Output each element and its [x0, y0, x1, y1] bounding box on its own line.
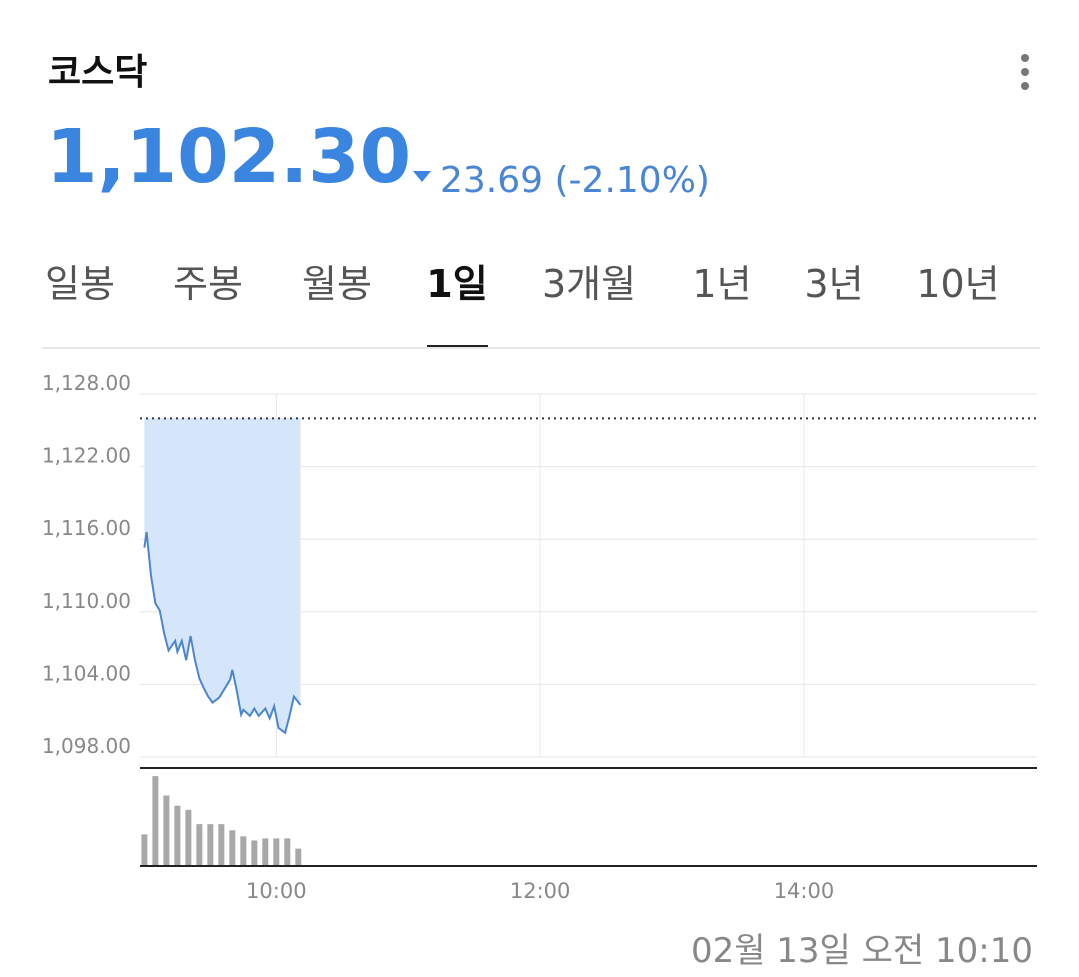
volume-bar: [262, 838, 269, 865]
menu-dot[interactable]: [1021, 82, 1029, 90]
y-tick-label: 1,116.00: [42, 516, 131, 540]
tab[interactable]: 1년: [692, 262, 751, 306]
tab[interactable]: 일봉: [45, 262, 115, 306]
y-tick-label: 1,104.00: [42, 661, 131, 685]
timestamp: 02월 13일 오전 10:10: [691, 931, 1033, 971]
y-tick-label: 1,110.00: [42, 589, 131, 613]
volume-bar: [251, 840, 258, 865]
menu-dot[interactable]: [1021, 54, 1029, 62]
volume-bar: [218, 824, 225, 865]
x-tick-label: 10:00: [246, 879, 307, 903]
tab[interactable]: 3개월: [542, 262, 636, 306]
volume-bar: [229, 830, 236, 865]
tab[interactable]: 3년: [804, 262, 863, 306]
volume-bar: [295, 848, 302, 865]
price-change: 23.69 (-2.10%): [440, 160, 710, 201]
index-title: 코스닥: [48, 52, 147, 93]
x-tick-label: 12:00: [510, 879, 571, 903]
area: [144, 418, 301, 733]
tab[interactable]: 월봉: [302, 262, 372, 306]
tabs: 일봉 주봉 월봉 1일 3개월 1년 3년 10년: [45, 262, 1000, 348]
x-tick-label: 14:00: [774, 879, 835, 903]
menu-dot[interactable]: [1021, 68, 1029, 76]
y-tick-label: 1,122.00: [42, 444, 131, 468]
volume-bar: [141, 834, 148, 865]
y-tick-label: 1,128.00: [42, 371, 131, 395]
volume-bar: [273, 838, 280, 865]
down-arrow: [413, 171, 431, 182]
y-tick-label: 1,098.00: [42, 734, 131, 758]
tab[interactable]: 10년: [916, 262, 999, 306]
volume-bar: [196, 824, 203, 865]
tab-underline: [427, 345, 488, 348]
volume-bar: [152, 776, 159, 865]
tab[interactable]: 주봉: [173, 262, 243, 306]
volume-bar: [284, 838, 291, 865]
volume-bar: [174, 805, 181, 865]
tab[interactable]: 1일: [426, 262, 487, 306]
chart: 1,128.00 1,122.00 1,116.00 1,110.00 1,104.00…: [42, 371, 1037, 903]
volume-bar: [163, 795, 170, 865]
volume-bar: [207, 824, 214, 865]
volume-bar: [185, 809, 192, 865]
volume-bar: [240, 836, 247, 865]
price-line: [143, 531, 302, 735]
price: 1,102.30: [46, 114, 411, 200]
